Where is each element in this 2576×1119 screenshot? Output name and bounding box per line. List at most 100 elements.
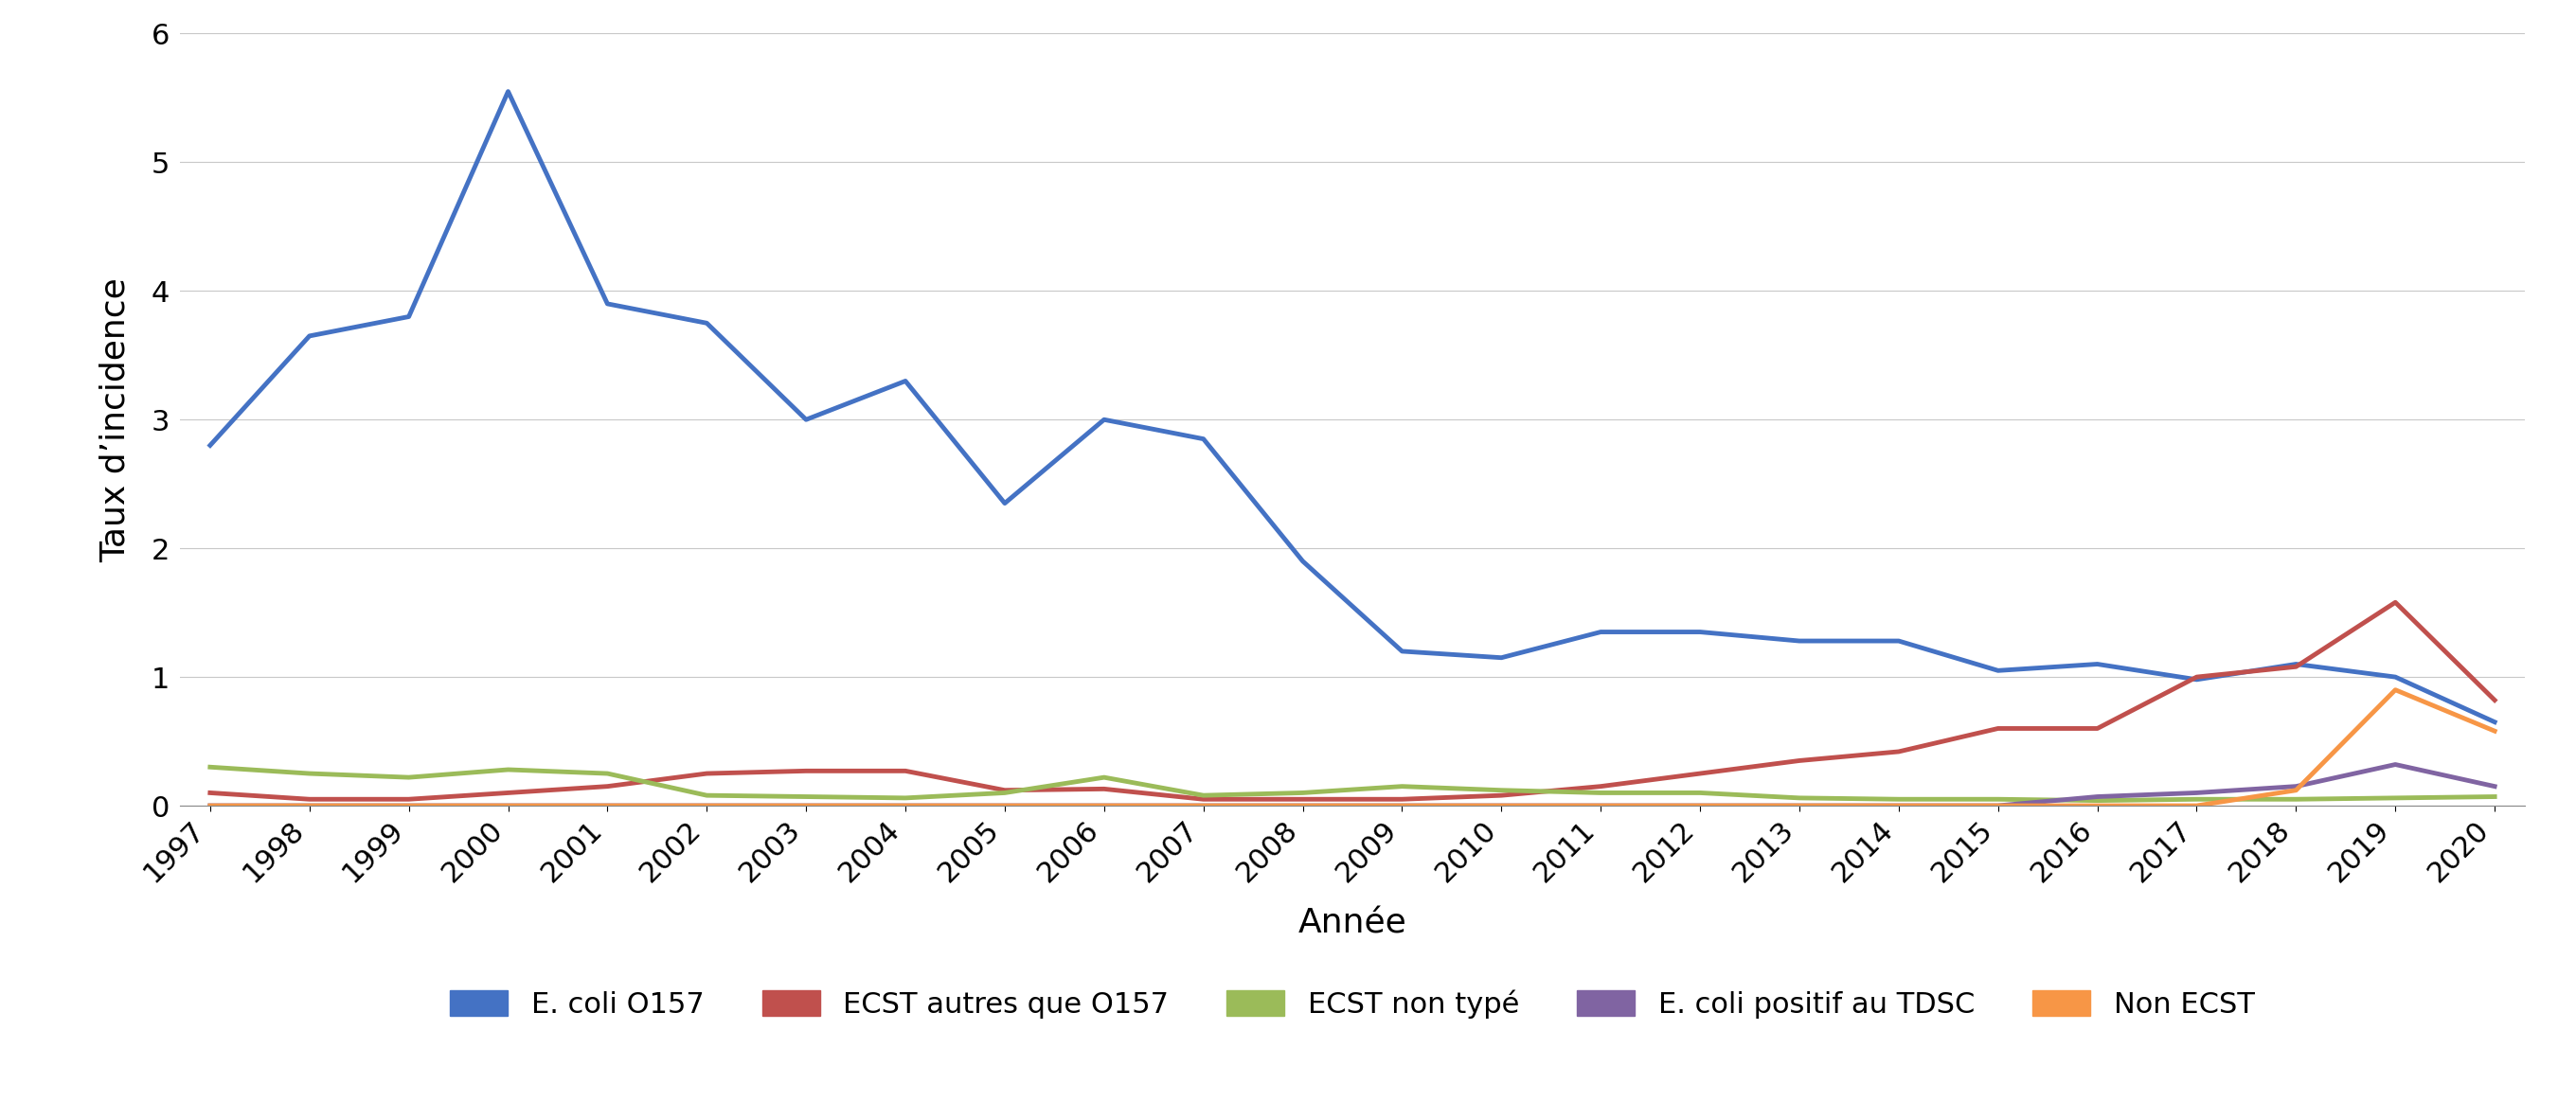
ECST autres que O157 <box>2478 694 2509 707</box>
ECST non typé <box>2478 790 2509 803</box>
Non ECST <box>1486 799 1517 812</box>
E. coli O157 <box>1486 651 1517 665</box>
ECST non typé <box>889 791 920 805</box>
Non ECST <box>2478 724 2509 737</box>
ECST non typé <box>1685 786 1716 799</box>
Line: E. coli O157: E. coli O157 <box>211 92 2494 722</box>
E. coli positif au TDSC <box>989 799 1020 812</box>
ECST autres que O157 <box>1090 782 1121 796</box>
ECST autres que O157 <box>1584 780 1615 793</box>
E. coli positif au TDSC <box>1288 799 1319 812</box>
E. coli O157 <box>791 413 822 426</box>
E. coli positif au TDSC <box>1685 799 1716 812</box>
E. coli O157 <box>1685 626 1716 639</box>
ECST autres que O157 <box>2380 595 2411 609</box>
Y-axis label: Taux d’incidence: Taux d’incidence <box>100 278 131 562</box>
ECST non typé <box>492 763 523 777</box>
Non ECST <box>2280 783 2311 797</box>
ECST autres que O157 <box>791 764 822 778</box>
Non ECST <box>1188 799 1218 812</box>
E. coli positif au TDSC <box>2182 786 2213 799</box>
ECST autres que O157 <box>690 767 721 780</box>
ECST autres que O157 <box>196 786 227 799</box>
E. coli positif au TDSC <box>791 799 822 812</box>
ECST non typé <box>2081 793 2112 807</box>
ECST non typé <box>989 786 1020 799</box>
ECST non typé <box>2182 792 2213 806</box>
ECST non typé <box>294 767 325 780</box>
E. coli positif au TDSC <box>196 799 227 812</box>
Non ECST <box>1090 799 1121 812</box>
ECST autres que O157 <box>2081 722 2112 735</box>
Non ECST <box>592 799 623 812</box>
E. coli O157 <box>989 497 1020 510</box>
E. coli positif au TDSC <box>1090 799 1121 812</box>
ECST non typé <box>1486 783 1517 797</box>
ECST autres que O157 <box>1785 754 1816 768</box>
ECST autres que O157 <box>2182 670 2213 684</box>
E. coli O157 <box>2380 670 2411 684</box>
E. coli O157 <box>1386 645 1417 658</box>
Line: ECST non typé: ECST non typé <box>211 768 2494 800</box>
ECST non typé <box>690 789 721 802</box>
ECST non typé <box>1984 792 2014 806</box>
E. coli O157 <box>394 310 425 323</box>
ECST non typé <box>394 771 425 784</box>
Non ECST <box>1584 799 1615 812</box>
ECST autres que O157 <box>294 792 325 806</box>
E. coli positif au TDSC <box>1984 799 2014 812</box>
E. coli O157 <box>2081 657 2112 670</box>
ECST non typé <box>1386 780 1417 793</box>
ECST autres que O157 <box>1486 789 1517 802</box>
E. coli positif au TDSC <box>294 799 325 812</box>
ECST autres que O157 <box>989 783 1020 797</box>
Non ECST <box>2182 799 2213 812</box>
E. coli positif au TDSC <box>1785 799 1816 812</box>
E. coli positif au TDSC <box>2380 758 2411 771</box>
ECST non typé <box>791 790 822 803</box>
E. coli positif au TDSC <box>2280 780 2311 793</box>
E. coli positif au TDSC <box>1584 799 1615 812</box>
ECST autres que O157 <box>1386 792 1417 806</box>
E. coli O157 <box>1090 413 1121 426</box>
ECST non typé <box>1090 771 1121 784</box>
ECST autres que O157 <box>2280 660 2311 674</box>
E. coli O157 <box>1785 634 1816 648</box>
E. coli positif au TDSC <box>690 799 721 812</box>
Legend: E. coli O157, ECST autres que O157, ECST non typé, E. coli positif au TDSC, Non : E. coli O157, ECST autres que O157, ECST… <box>451 990 2254 1019</box>
ECST non typé <box>196 761 227 774</box>
ECST autres que O157 <box>394 792 425 806</box>
E. coli O157 <box>889 374 920 388</box>
Line: ECST autres que O157: ECST autres que O157 <box>211 602 2494 799</box>
Non ECST <box>294 799 325 812</box>
Non ECST <box>889 799 920 812</box>
ECST autres que O157 <box>1984 722 2014 735</box>
E. coli O157 <box>1584 626 1615 639</box>
ECST non typé <box>1785 791 1816 805</box>
Non ECST <box>394 799 425 812</box>
ECST non typé <box>1584 786 1615 799</box>
E. coli positif au TDSC <box>492 799 523 812</box>
E. coli O157 <box>2182 673 2213 686</box>
Non ECST <box>2380 683 2411 696</box>
E. coli O157 <box>2280 657 2311 670</box>
E. coli positif au TDSC <box>1386 799 1417 812</box>
E. coli positif au TDSC <box>394 799 425 812</box>
Non ECST <box>2081 799 2112 812</box>
ECST autres que O157 <box>1685 767 1716 780</box>
E. coli O157 <box>196 439 227 452</box>
Non ECST <box>1785 799 1816 812</box>
Non ECST <box>989 799 1020 812</box>
Non ECST <box>690 799 721 812</box>
Non ECST <box>791 799 822 812</box>
E. coli O157 <box>294 329 325 342</box>
Non ECST <box>1685 799 1716 812</box>
E. coli positif au TDSC <box>2478 780 2509 793</box>
E. coli O157 <box>1984 664 2014 677</box>
Non ECST <box>492 799 523 812</box>
E. coli positif au TDSC <box>592 799 623 812</box>
ECST non typé <box>2380 791 2411 805</box>
ECST non typé <box>1883 792 1914 806</box>
ECST non typé <box>2280 792 2311 806</box>
ECST non typé <box>1188 789 1218 802</box>
